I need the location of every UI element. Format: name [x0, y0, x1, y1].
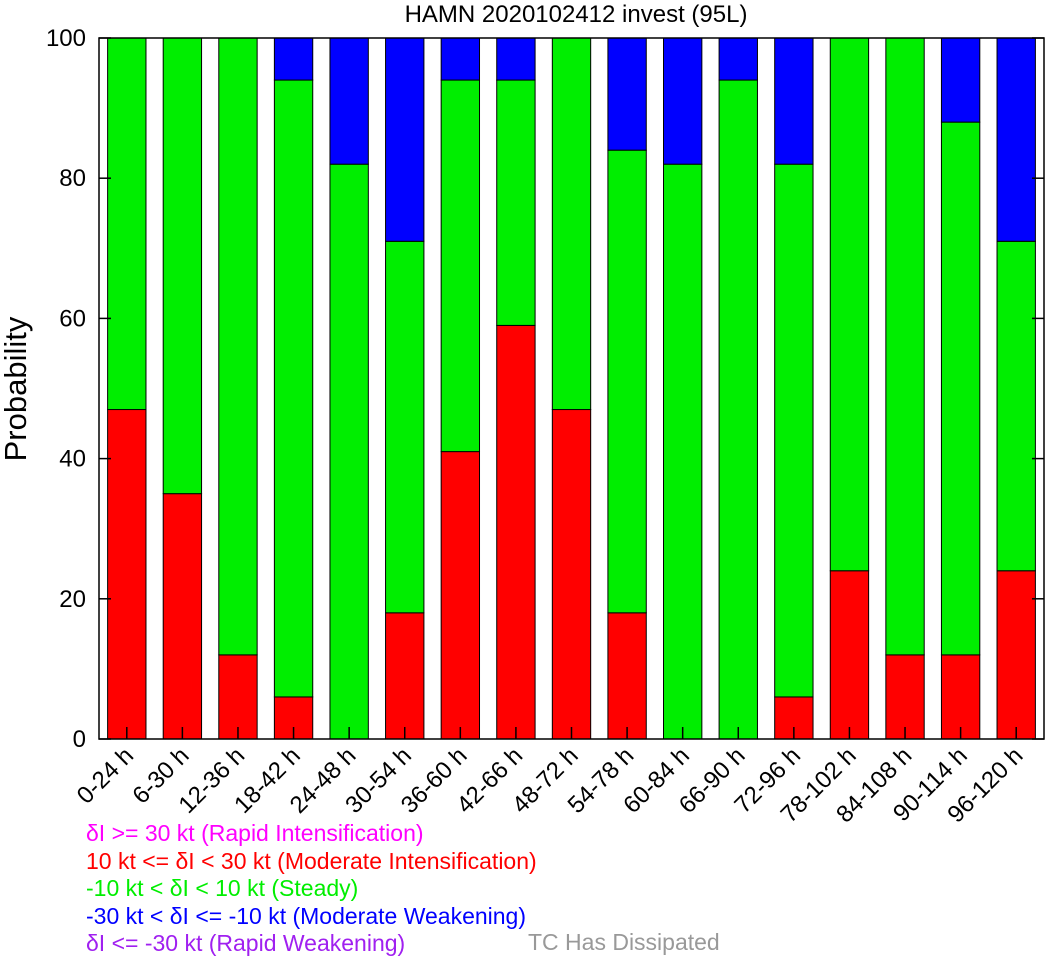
y-tick-label: 100 [46, 25, 86, 52]
legend: δI >= 30 kt (Rapid Intensification) 10 k… [86, 820, 537, 958]
bar-segment-30-54-h-series-1 [385, 240, 425, 614]
bar-segment-30-54-h-series-0 [385, 612, 425, 740]
legend-item-rapid-weakening: δI <= -30 kt (Rapid Weakening) [86, 930, 406, 956]
bar-segment-6-30-h-series-1 [162, 37, 203, 495]
bar-segment-96-120-h-series-1 [996, 240, 1036, 572]
bar-segment-24-48-h-series-2 [329, 37, 369, 165]
bar-segment-48-72-h-series-0 [551, 409, 592, 740]
y-tick-label: 20 [59, 586, 86, 613]
bar-segment-60-84-h-series-2 [663, 37, 703, 165]
bar-segment-90-114-h-series-0 [940, 654, 981, 740]
legend-item-steady: -10 kt < δI < 10 kt (Steady) [86, 875, 359, 901]
bar-segment-84-108-h-series-0 [885, 654, 925, 740]
bar-segment-72-96-h-series-1 [774, 163, 814, 698]
bar-segment-42-66-h-series-2 [496, 37, 536, 81]
bar-segment-30-54-h-series-2 [385, 37, 425, 242]
y-tick-label: 40 [59, 446, 86, 473]
y-tick-label: 60 [59, 305, 86, 332]
bar-segment-42-66-h-series-1 [496, 79, 536, 326]
bar-segment-6-30-h-series-0 [162, 493, 203, 740]
bar-segment-54-78-h-series-1 [607, 149, 647, 614]
bar-segment-36-60-h-series-2 [440, 37, 481, 81]
bar-segment-90-114-h-series-1 [940, 121, 981, 656]
bar-segment-54-78-h-series-0 [607, 612, 647, 740]
bar-segment-42-66-h-series-0 [496, 324, 536, 740]
legend-item-rapid-intensification: δI >= 30 kt (Rapid Intensification) [86, 820, 424, 846]
bar-segment-18-42-h-series-1 [273, 79, 314, 698]
bar-segment-54-78-h-series-2 [607, 37, 647, 151]
bar-segment-12-36-h-series-0 [218, 654, 258, 740]
y-tick-label: 80 [59, 165, 86, 192]
bar-segment-96-120-h-series-0 [996, 570, 1036, 740]
legend-item-moderate-weakening: -30 kt < δI <= -10 kt (Moderate Weakenin… [86, 902, 527, 929]
bar-segment-72-96-h-series-2 [774, 37, 814, 165]
bar-segment-36-60-h-series-1 [440, 79, 481, 453]
y-axis-label: Probability [0, 316, 33, 461]
bar-segment-66-90-h-series-1 [718, 79, 758, 740]
bar-segment-0-24-h-series-0 [107, 409, 147, 740]
bar-segment-12-36-h-series-1 [218, 37, 258, 656]
bar-segment-48-72-h-series-1 [551, 37, 592, 411]
bar-segment-24-48-h-series-1 [329, 163, 369, 740]
bar-segment-60-84-h-series-1 [663, 163, 703, 740]
bar-segment-0-24-h-series-1 [107, 37, 147, 411]
bar-segment-84-108-h-series-1 [885, 37, 925, 656]
legend-item-dissipated: TC Has Dissipated [528, 929, 720, 955]
y-tick-label: 0 [73, 726, 86, 753]
bar-segment-36-60-h-series-0 [440, 451, 481, 740]
bar-segment-90-114-h-series-2 [940, 37, 981, 123]
bar-layer [107, 37, 1036, 740]
chart-title: HAMN 2020102412 invest (95L) [405, 1, 748, 28]
bar-segment-18-42-h-series-2 [273, 37, 314, 81]
bar-segment-96-120-h-series-2 [996, 37, 1036, 242]
bar-segment-66-90-h-series-2 [718, 37, 758, 81]
bar-segment-78-102-h-series-1 [829, 37, 870, 572]
legend-item-moderate-intensification: 10 kt <= δI < 30 kt (Moderate Intensific… [86, 847, 537, 874]
bar-segment-78-102-h-series-0 [829, 570, 870, 740]
